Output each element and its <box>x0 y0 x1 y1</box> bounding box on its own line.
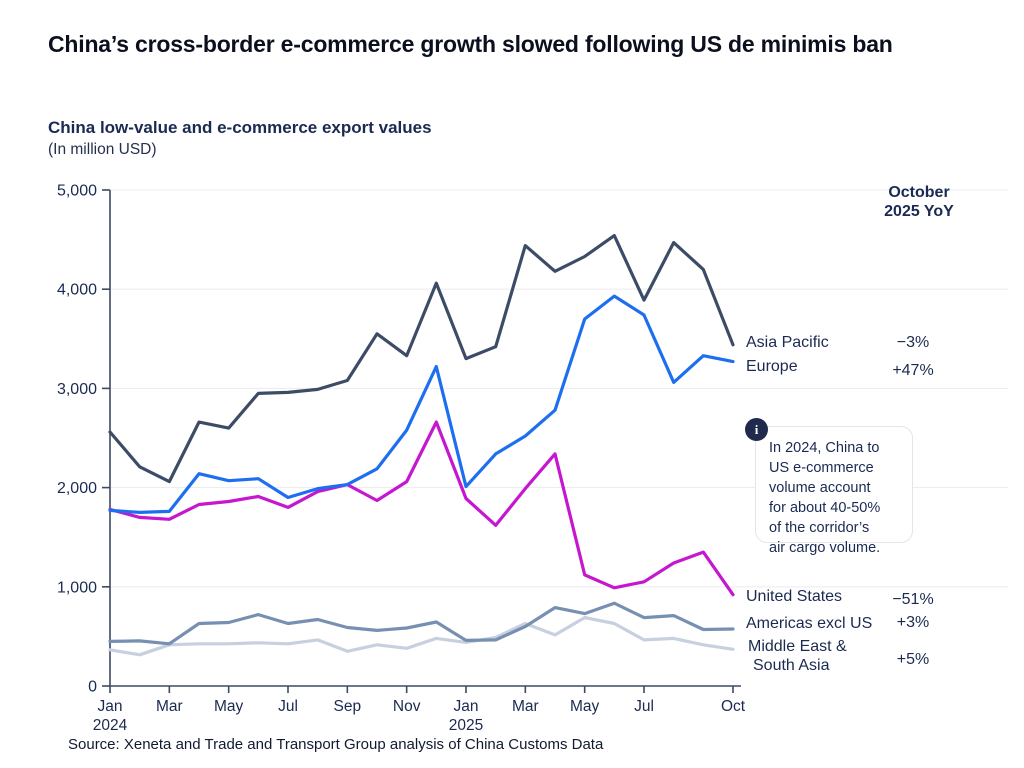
annotation-text: In 2024, China to US e-commerce volume a… <box>769 440 881 556</box>
y-tick-label: 4,000 <box>57 282 97 299</box>
annotation-callout: In 2024, China to US e-commerce volume a… <box>755 426 913 556</box>
source-attribution: Source: Xeneta and Trade and Transport G… <box>68 736 604 753</box>
legend-label-middle-east-south-asia: Middle East & South Asia <box>748 637 847 675</box>
x-tick-label: Sep <box>334 698 362 715</box>
y-tick-label: 0 <box>88 679 97 696</box>
yoy-value-asia-pacific: −3% <box>896 334 930 351</box>
x-tick-label: Mar <box>512 698 539 715</box>
legend-label-mesa-line2: South Asia <box>753 657 830 674</box>
yoy-header-line2: 2025 YoY <box>884 203 954 220</box>
series-line-united-states <box>108 420 735 597</box>
series-line-europe <box>108 294 735 515</box>
yoy-value-americas-excl-us: +3% <box>896 614 930 631</box>
x-tick-sublabel: 2024 <box>93 717 128 734</box>
page-title: China’s cross-border e-commerce growth s… <box>48 31 893 57</box>
axes <box>102 189 741 693</box>
legend-label-united-states: United States <box>746 588 843 605</box>
yoy-value-united-states: −51% <box>892 591 934 608</box>
legend-label-europe: Europe <box>746 358 798 375</box>
chart-unit-note: (In million USD) <box>48 141 157 158</box>
yoy-value-europe: +47% <box>892 362 934 379</box>
x-tick-label: Jul <box>278 698 298 715</box>
yoy-header-line1: October <box>888 184 950 201</box>
y-axis-labels: 0 1,000 2,000 3,000 4,000 5,000 <box>57 183 97 696</box>
chart-subtitle: China low-value and e-commerce export va… <box>48 118 432 137</box>
info-icon[interactable]: i <box>745 418 768 441</box>
x-tick-label: Nov <box>393 698 421 715</box>
x-tick-sublabel: 2025 <box>449 717 483 734</box>
yoy-value-middle-east-south-asia: +5% <box>896 651 930 668</box>
series-line-middle-east-south-asia <box>108 615 735 657</box>
y-tick-label: 1,000 <box>57 579 97 596</box>
x-tick-label: Jul <box>634 698 654 715</box>
y-tick-label: 2,000 <box>57 480 97 497</box>
y-tick-label: 3,000 <box>57 381 97 398</box>
gridlines <box>110 189 1008 588</box>
series-line-asia-pacific <box>108 234 735 484</box>
x-tick-label: Oct <box>721 698 746 715</box>
x-tick-label: Jan <box>98 698 123 715</box>
legend-label-mesa-line1: Middle East & <box>748 638 847 655</box>
x-tick-label: Jan <box>454 698 479 715</box>
series-line-americas-excl-us <box>108 601 735 646</box>
x-tick-label: Mar <box>156 698 183 715</box>
yoy-column-header: October 2025 YoY <box>857 183 981 221</box>
y-tick-label: 5,000 <box>57 183 97 200</box>
x-axis-labels: Jan 2024 Mar May Jul Sep Nov Jan 2025 Mar May Jul Oc… <box>93 698 746 734</box>
legend-label-asia-pacific: Asia Pacific <box>746 334 829 351</box>
x-tick-label: May <box>214 698 244 715</box>
legend-label-americas-excl-us: Americas excl US <box>746 615 873 632</box>
x-tick-label: May <box>570 698 600 715</box>
